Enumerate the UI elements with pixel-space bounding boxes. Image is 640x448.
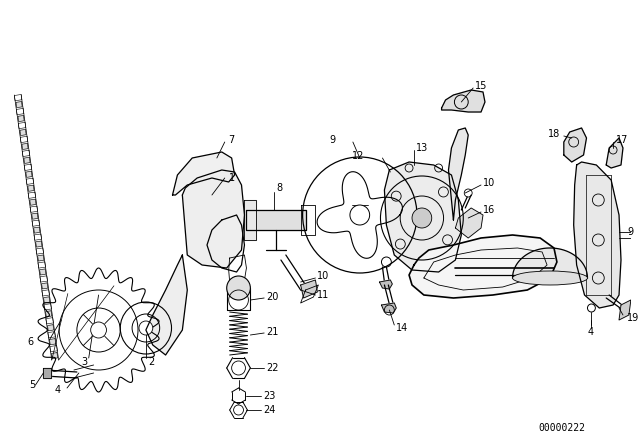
- Polygon shape: [47, 325, 54, 331]
- Polygon shape: [45, 311, 52, 317]
- Polygon shape: [26, 171, 32, 177]
- Polygon shape: [385, 162, 461, 272]
- Text: 4: 4: [588, 327, 594, 337]
- Polygon shape: [173, 152, 235, 195]
- Polygon shape: [182, 170, 244, 268]
- Polygon shape: [456, 208, 483, 238]
- Polygon shape: [34, 227, 40, 233]
- Polygon shape: [513, 248, 588, 278]
- Polygon shape: [30, 199, 36, 205]
- Text: 24: 24: [263, 405, 276, 415]
- Text: 14: 14: [396, 323, 408, 333]
- Polygon shape: [18, 116, 24, 121]
- Circle shape: [350, 205, 370, 225]
- Polygon shape: [449, 128, 468, 220]
- Circle shape: [139, 321, 153, 335]
- Polygon shape: [44, 297, 50, 303]
- Polygon shape: [244, 200, 256, 240]
- Text: 12: 12: [353, 151, 365, 161]
- Polygon shape: [16, 102, 22, 108]
- Text: 00000222: 00000222: [538, 423, 586, 433]
- Text: 15: 15: [475, 81, 488, 91]
- Polygon shape: [49, 339, 56, 345]
- Text: 3: 3: [81, 357, 87, 367]
- Text: 2: 2: [148, 357, 154, 367]
- Polygon shape: [42, 283, 48, 289]
- Text: 8: 8: [276, 183, 282, 193]
- Text: 13: 13: [416, 143, 428, 153]
- Ellipse shape: [513, 271, 588, 285]
- Text: 9: 9: [329, 135, 335, 145]
- Circle shape: [227, 276, 250, 300]
- Polygon shape: [606, 138, 623, 168]
- Text: 17: 17: [616, 135, 628, 145]
- Text: 23: 23: [263, 391, 276, 401]
- Polygon shape: [38, 255, 44, 261]
- Circle shape: [412, 208, 432, 228]
- Text: 9: 9: [627, 227, 633, 237]
- Polygon shape: [32, 213, 38, 219]
- Polygon shape: [22, 143, 28, 150]
- Polygon shape: [246, 210, 305, 230]
- Text: 16: 16: [483, 205, 495, 215]
- Polygon shape: [409, 235, 557, 298]
- Polygon shape: [40, 269, 46, 275]
- Text: 5: 5: [29, 380, 36, 390]
- Polygon shape: [573, 162, 621, 308]
- Polygon shape: [51, 353, 58, 359]
- Text: 4: 4: [54, 385, 60, 395]
- Polygon shape: [44, 368, 51, 378]
- Text: 10: 10: [317, 271, 330, 281]
- Polygon shape: [28, 185, 34, 191]
- Polygon shape: [619, 300, 631, 320]
- Text: 18: 18: [548, 129, 560, 139]
- Text: 22: 22: [266, 363, 278, 373]
- Text: 6: 6: [28, 337, 34, 347]
- Polygon shape: [442, 90, 485, 112]
- Text: 1: 1: [228, 173, 235, 183]
- Polygon shape: [20, 129, 26, 135]
- Circle shape: [91, 322, 106, 338]
- Text: 7: 7: [228, 135, 235, 145]
- Polygon shape: [146, 255, 188, 355]
- Polygon shape: [380, 280, 392, 289]
- Polygon shape: [36, 241, 42, 247]
- Polygon shape: [381, 303, 396, 313]
- Text: 20: 20: [266, 292, 278, 302]
- Text: 19: 19: [627, 313, 639, 323]
- Polygon shape: [301, 280, 317, 298]
- Polygon shape: [564, 128, 586, 162]
- Polygon shape: [24, 157, 30, 164]
- Text: 11: 11: [317, 290, 330, 300]
- Text: 21: 21: [266, 327, 278, 337]
- Text: 10: 10: [483, 178, 495, 188]
